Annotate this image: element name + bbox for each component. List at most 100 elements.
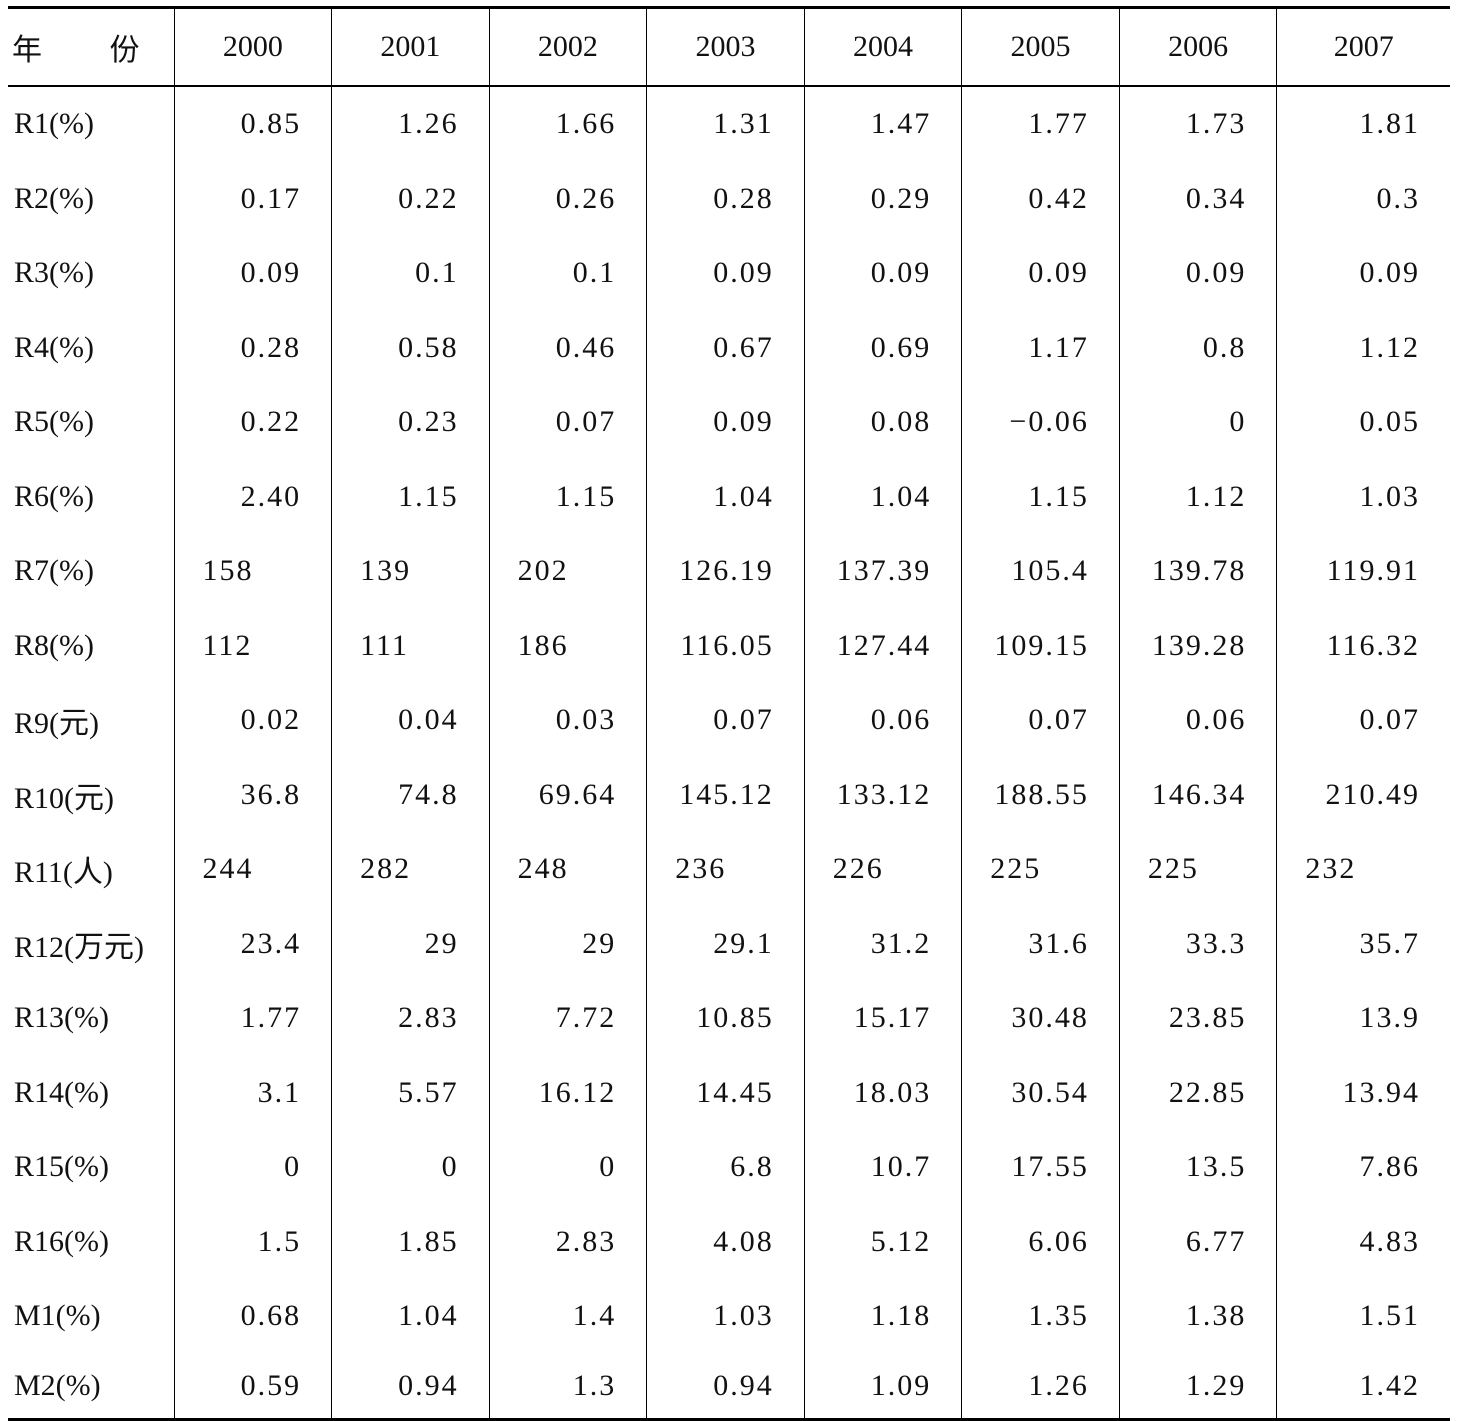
header-cell-year: 2006: [1118, 6, 1277, 87]
table-cell: 6.77: [1118, 1204, 1277, 1279]
table-cell: 17.55: [961, 1130, 1120, 1205]
table-cell: 0.09: [646, 385, 805, 460]
table-row: R11(人) 244 282 248 236 226 225 225 232: [8, 832, 1450, 907]
table-cell: 1.77: [173, 981, 332, 1056]
table-cell: 2.83: [331, 981, 490, 1056]
table-cell: 31.6: [961, 906, 1120, 981]
table-cell: 0.1: [331, 236, 490, 311]
row-label: R13(%): [14, 1001, 109, 1035]
table-row: R1(%) 0.85 1.26 1.66 1.31 1.47 1.77 1.73 1.81: [8, 86, 1450, 162]
table-cell: 23.4: [173, 906, 332, 981]
table-cell: 186: [488, 608, 647, 683]
table-cell: 22.85: [1118, 1055, 1277, 1130]
table-cell: 0.29: [803, 161, 962, 236]
table-cell: 15.17: [803, 981, 962, 1056]
table-cell: 1.04: [646, 459, 805, 534]
table-cell: 0.06: [1118, 683, 1277, 758]
table-cell: 0.26: [488, 161, 647, 236]
table-cell: 33.3: [1118, 906, 1277, 981]
table-cell: 0.67: [646, 310, 805, 385]
table-cell: 133.12: [803, 757, 962, 832]
table-cell: 225: [961, 832, 1120, 907]
row-label: R7(%): [14, 554, 94, 588]
table-row: R2(%) 0.17 0.22 0.26 0.28 0.29 0.42 0.34 0.3: [8, 161, 1450, 236]
table-body: R1(%) 0.85 1.26 1.66 1.31 1.47 1.77 1.73 1.81 R2(…: [8, 86, 1450, 1421]
table-cell: 0: [488, 1130, 647, 1205]
table-cell: 7.86: [1276, 1130, 1450, 1205]
header-cell-year-label: 年 份: [8, 6, 175, 87]
row-label: M2(%): [8, 1353, 175, 1421]
table-cell: 1.5: [173, 1204, 332, 1279]
table-cell: 248: [488, 832, 647, 907]
table-cell: 1.26: [961, 1353, 1120, 1421]
table-cell: 0.1: [488, 236, 647, 311]
table-cell: 2.40: [173, 459, 332, 534]
table-cell: 1.77: [961, 86, 1120, 162]
header-cell-year: 2004: [803, 6, 962, 87]
table-cell: 1.51: [1276, 1279, 1450, 1354]
table-cell: 188.55: [961, 757, 1120, 832]
table-cell: 116.05: [646, 608, 805, 683]
row-label: R3(%): [14, 256, 94, 290]
data-table: 年 份 2000 2001 2002 2003 2004 2005 2006 2007 R1(%…: [8, 6, 1450, 1421]
table-cell: 0.85: [173, 86, 332, 162]
table-cell: 0.02: [173, 683, 332, 758]
table-cell: 0.08: [803, 385, 962, 460]
table-row: R4(%) 0.28 0.58 0.46 0.67 0.69 1.17 0.8 1.12: [8, 310, 1450, 385]
table-cell: 0.68: [173, 1279, 332, 1354]
row-label: R5(%): [14, 405, 94, 439]
table-cell: 1.29: [1118, 1353, 1277, 1421]
table-cell: 69.64: [488, 757, 647, 832]
table-row: R5(%) 0.22 0.23 0.07 0.09 0.08 −0.06 0 0.05: [8, 385, 1450, 460]
table-cell: 137.39: [803, 534, 962, 609]
row-label: R2(%): [14, 181, 94, 215]
table-cell: 1.18: [803, 1279, 962, 1354]
header-cell-year: 2000: [173, 6, 332, 87]
table-cell: 119.91: [1276, 534, 1450, 609]
table-cell: 0.07: [646, 683, 805, 758]
table-cell: 0: [173, 1130, 332, 1205]
table-cell: 236: [646, 832, 805, 907]
row-label: R1(%): [14, 107, 94, 141]
table-cell: 0.28: [646, 161, 805, 236]
table-cell: 0.09: [646, 236, 805, 311]
table-cell: 29: [488, 906, 647, 981]
table-cell: 116.32: [1276, 608, 1450, 683]
table-cell: 232: [1276, 832, 1450, 907]
table-cell: 0.17: [173, 161, 332, 236]
table-cell: 202: [488, 534, 647, 609]
row-label: R10(元): [14, 781, 114, 815]
row-label: R16(%): [14, 1224, 109, 1258]
table-cell: 1.15: [488, 459, 647, 534]
row-label: R12(万元): [14, 930, 144, 964]
table-row: R6(%) 2.40 1.15 1.15 1.04 1.04 1.15 1.12 1.03: [8, 459, 1450, 534]
table-cell: 29.1: [646, 906, 805, 981]
table-container: 年 份 2000 2001 2002 2003 2004 2005 2006 2007 R1(%…: [8, 6, 1450, 1421]
table-cell: 112: [173, 608, 332, 683]
table-cell: 0.23: [331, 385, 490, 460]
table-cell: 0.28: [173, 310, 332, 385]
table-cell: 1.03: [1276, 459, 1450, 534]
table-cell: 1.17: [961, 310, 1120, 385]
row-label: R15(%): [14, 1150, 109, 1184]
table-cell: 0: [1118, 385, 1277, 460]
table-cell: 0.58: [331, 310, 490, 385]
table-cell: 225: [1118, 832, 1277, 907]
table-cell: 10.85: [646, 981, 805, 1056]
table-cell: 0.05: [1276, 385, 1450, 460]
table-cell: 18.03: [803, 1055, 962, 1130]
table-cell: 1.03: [646, 1279, 805, 1354]
table-cell: 4.83: [1276, 1204, 1450, 1279]
table-cell: 1.4: [488, 1279, 647, 1354]
row-label: R6(%): [14, 479, 94, 513]
table-row: R12(万元) 23.4 29 29 29.1 31.2 31.6 33.3 35.7: [8, 906, 1450, 981]
table-cell: 1.3: [488, 1353, 647, 1421]
table-cell: 1.73: [1118, 86, 1277, 162]
table-cell: 282: [331, 832, 490, 907]
table-row: R8(%) 112 111 186 116.05 127.44 109.15 139.28 11…: [8, 608, 1450, 683]
table-cell: 7.72: [488, 981, 647, 1056]
table-cell: 1.15: [331, 459, 490, 534]
row-label: R9(元): [14, 707, 99, 741]
table-cell: 13.9: [1276, 981, 1450, 1056]
table-cell: 0.09: [173, 236, 332, 311]
